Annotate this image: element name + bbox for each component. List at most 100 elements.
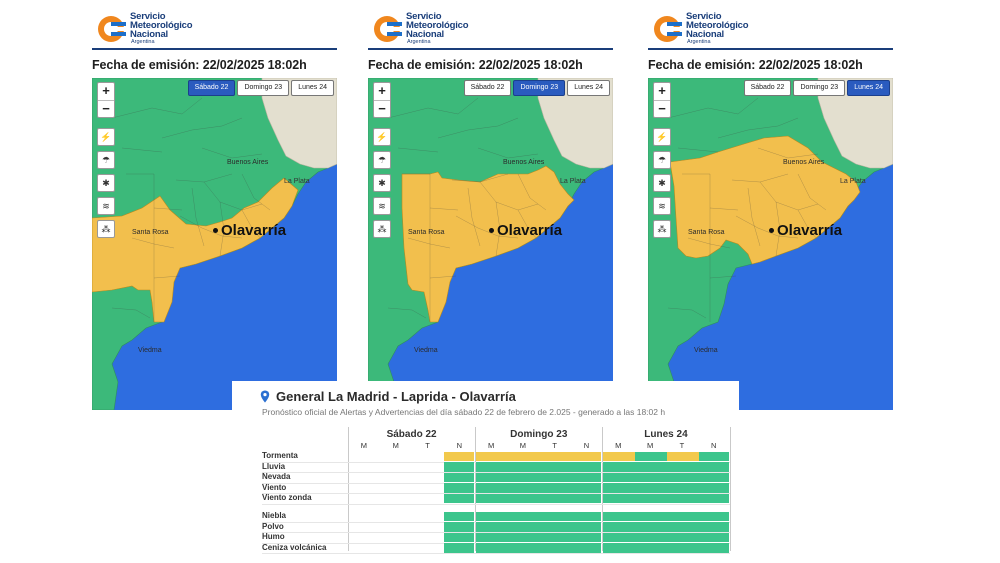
rain-icon[interactable]: ☂	[653, 151, 671, 169]
alert-cell-green	[698, 483, 729, 493]
alert-cell-green	[603, 511, 636, 522]
zoom-in-button[interactable]: +	[102, 83, 110, 98]
alert-cell-green	[476, 472, 508, 483]
rain-icon[interactable]: ☂	[373, 151, 391, 169]
tab-sabado-22[interactable]: Sábado 22	[187, 80, 236, 96]
city-marker-icon	[213, 228, 218, 233]
hazard-label: Nevada	[262, 472, 291, 482]
alert-cell-green	[539, 462, 572, 472]
day-selector: Sábado 22 Domingo 23 Lunes 24	[187, 80, 334, 96]
alert-cell-green	[635, 483, 667, 493]
alert-cell-green	[508, 462, 540, 472]
tab-domingo-23[interactable]: Domingo 23	[793, 80, 846, 96]
alert-cell-green	[603, 483, 636, 493]
day-separator	[475, 427, 477, 551]
alert-cell-green	[698, 493, 729, 504]
alert-cell-green	[539, 532, 572, 543]
alert-cell-yellow	[476, 451, 508, 462]
alert-cell-yellow	[539, 451, 572, 462]
snow-icon[interactable]: ✱	[373, 174, 391, 192]
tab-lunes-24[interactable]: Lunes 24	[847, 80, 890, 96]
snow-icon[interactable]: ✱	[653, 174, 671, 192]
forecast-card: General La Madrid - Laprida - Olavarría …	[232, 381, 739, 563]
alert-cell-green	[698, 532, 729, 543]
period-label: M	[519, 441, 527, 450]
period-label: M	[392, 441, 399, 450]
header-divider	[368, 48, 613, 50]
alert-cell-green	[444, 493, 475, 504]
alert-cell-green	[698, 522, 729, 532]
label-santa-rosa: Santa Rosa	[408, 229, 445, 236]
alert-cell-green	[635, 462, 667, 472]
alert-map[interactable]	[92, 78, 337, 410]
brand-line-1: Servicio	[130, 11, 166, 22]
alert-cell-green	[539, 472, 572, 483]
layer-toolbar: ⚡ ☂ ✱ ≋ ⁂	[653, 128, 671, 238]
city-marker-icon	[769, 228, 774, 233]
alert-cell-green	[508, 522, 540, 532]
dust-icon[interactable]: ⁂	[97, 220, 115, 238]
zoom-in-button[interactable]: +	[658, 83, 666, 98]
alert-cell-green	[444, 462, 475, 472]
alert-map[interactable]	[368, 78, 613, 410]
district-border	[687, 237, 731, 249]
alert-cell-green	[476, 462, 508, 472]
alert-cell-green	[508, 532, 540, 543]
zoom-out-button[interactable]: −	[374, 100, 390, 117]
zoom-out-button[interactable]: −	[98, 100, 114, 117]
label-buenos-aires: Buenos Aires	[783, 159, 825, 166]
wind-icon[interactable]: ≋	[97, 197, 115, 215]
zoom-out-button[interactable]: −	[654, 100, 670, 117]
tab-domingo-23[interactable]: Domingo 23	[513, 80, 566, 96]
alert-cell-green	[698, 472, 729, 483]
district-border	[451, 173, 509, 183]
tab-sabado-22[interactable]: Sábado 22	[743, 80, 792, 96]
tab-lunes-24[interactable]: Lunes 24	[291, 80, 334, 96]
hazard-label: Polvo	[262, 521, 284, 531]
layer-toolbar: ⚡ ☂ ✱ ≋ ⁂	[373, 128, 391, 238]
alert-cell-green	[476, 493, 508, 504]
wind-icon[interactable]: ≋	[373, 197, 391, 215]
district-border	[407, 237, 451, 249]
dust-icon[interactable]: ⁂	[373, 220, 391, 238]
zoom-control: + −	[97, 82, 115, 118]
zoom-in-button[interactable]: +	[378, 83, 386, 98]
brand-line-2: Meteorológico	[686, 20, 749, 31]
storm-icon[interactable]: ⚡	[373, 128, 391, 146]
district-border	[735, 215, 799, 239]
location-title: General La Madrid - Laprida - Olavarría	[260, 389, 516, 404]
alert-cell-green	[667, 532, 699, 543]
alert-cell-green	[667, 472, 699, 483]
dust-icon[interactable]: ⁂	[653, 220, 671, 238]
alert-map[interactable]	[648, 78, 893, 410]
yellow-alert-zone	[92, 177, 299, 323]
location-pin-icon	[260, 390, 270, 403]
district-border	[677, 147, 719, 153]
wind-icon[interactable]: ≋	[653, 197, 671, 215]
hazard-label: Ceniza volcánica	[262, 542, 327, 552]
uruguay-territory	[261, 78, 337, 169]
snow-icon[interactable]: ✱	[97, 174, 115, 192]
brand-line-3: Nacional	[686, 29, 724, 40]
row-divider	[262, 504, 730, 505]
alert-cell-green	[667, 511, 699, 522]
period-label: T	[552, 441, 557, 450]
brand-line-4: Argentina	[407, 39, 431, 45]
alert-cell-green	[603, 493, 636, 504]
storm-icon[interactable]: ⚡	[97, 128, 115, 146]
alert-cell-green	[444, 511, 475, 522]
day-selector: Sábado 22 Domingo 23 Lunes 24	[463, 80, 610, 96]
marker-olavarria: Olavarría	[489, 222, 562, 239]
alert-cell-green	[603, 543, 636, 553]
alert-cell-green	[667, 543, 699, 553]
period-label: T	[425, 441, 430, 450]
smn-logo: Servicio Meteorológico Nacional Argentina	[652, 12, 749, 46]
yellow-alert-zone	[669, 135, 861, 265]
tab-domingo-23[interactable]: Domingo 23	[237, 80, 290, 96]
period-label: T	[679, 441, 685, 450]
tab-sabado-22[interactable]: Sábado 22	[463, 80, 512, 96]
storm-icon[interactable]: ⚡	[653, 128, 671, 146]
tab-lunes-24[interactable]: Lunes 24	[567, 80, 610, 96]
rain-icon[interactable]: ☂	[97, 151, 115, 169]
label-la-plata: La Plata	[560, 178, 586, 185]
